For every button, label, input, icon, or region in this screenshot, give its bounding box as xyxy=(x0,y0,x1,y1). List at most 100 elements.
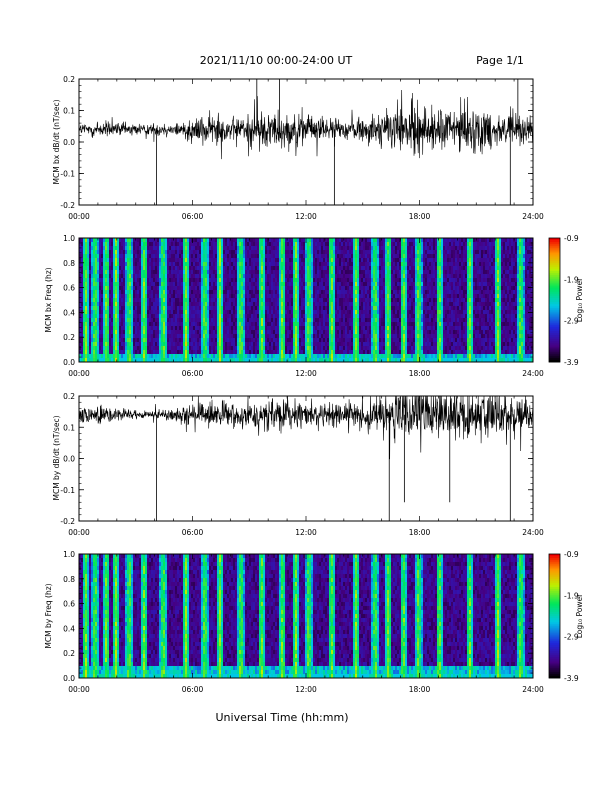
heat-cell xyxy=(111,246,114,251)
heat-cell xyxy=(213,314,216,319)
heat-cell xyxy=(303,250,306,255)
heat-cell xyxy=(295,238,298,243)
heat-cell xyxy=(237,330,240,335)
heat-cell xyxy=(241,350,244,355)
heat-cell xyxy=(369,302,372,307)
heat-cell xyxy=(313,334,316,339)
heat-cell xyxy=(327,318,330,323)
heat-cell xyxy=(337,298,340,303)
heat-cell xyxy=(153,302,156,307)
heat-cell xyxy=(145,302,148,307)
heat-cell xyxy=(315,258,318,263)
heat-cell xyxy=(347,286,350,291)
heat-cell xyxy=(387,250,390,255)
heat-cell xyxy=(103,322,106,327)
heat-cell xyxy=(353,242,356,247)
heat-cell xyxy=(391,274,394,279)
heat-cell xyxy=(211,258,214,263)
heat-cell xyxy=(163,250,166,255)
heat-cell xyxy=(249,258,252,263)
heat-cell xyxy=(121,246,124,251)
heat-cell xyxy=(329,242,332,247)
heat-cell xyxy=(187,334,190,339)
heat-cell xyxy=(243,238,246,243)
heat-cell xyxy=(81,250,84,255)
heat-cell xyxy=(219,294,222,299)
heat-cell xyxy=(295,298,298,303)
heat-cell xyxy=(101,262,104,267)
heat-cell xyxy=(83,318,86,323)
heat-cell xyxy=(315,294,318,299)
heat-cell xyxy=(125,354,128,359)
heat-cell xyxy=(243,354,246,359)
heat-cell xyxy=(297,342,300,347)
heat-cell xyxy=(253,342,256,347)
heat-cell xyxy=(87,306,90,311)
heat-cell xyxy=(93,282,96,287)
heat-cell xyxy=(121,250,124,255)
heat-cell xyxy=(293,246,296,251)
heat-cell xyxy=(275,258,278,263)
heat-cell xyxy=(131,350,134,355)
heat-cell xyxy=(311,314,314,319)
heat-cell xyxy=(195,346,198,351)
heat-cell xyxy=(95,274,98,279)
heat-cell xyxy=(175,346,178,351)
heat-cell xyxy=(81,290,84,295)
heat-cell xyxy=(361,318,364,323)
heat-cell xyxy=(167,350,170,355)
heat-cell xyxy=(347,274,350,279)
heat-cell xyxy=(157,262,160,267)
heat-cell xyxy=(301,238,304,243)
heat-cell xyxy=(391,330,394,335)
heat-cell xyxy=(151,322,154,327)
heat-cell xyxy=(183,250,186,255)
heat-cell xyxy=(133,286,136,291)
heat-cell xyxy=(105,326,108,331)
heat-cell xyxy=(151,350,154,355)
heat-cell xyxy=(371,262,374,267)
heat-cell xyxy=(339,310,342,315)
heat-cell xyxy=(321,290,324,295)
heat-cell xyxy=(377,306,380,311)
heat-cell xyxy=(259,330,262,335)
heat-cell xyxy=(253,286,256,291)
heat-cell xyxy=(113,302,116,307)
heat-cell xyxy=(157,334,160,339)
heat-cell xyxy=(231,286,234,291)
heat-cell xyxy=(105,298,108,303)
heat-cell xyxy=(341,298,344,303)
heat-cell xyxy=(385,342,388,347)
heat-cell xyxy=(175,238,178,243)
heat-cell xyxy=(97,250,100,255)
heat-cell xyxy=(369,242,372,247)
heat-cell xyxy=(131,358,134,363)
heat-cell xyxy=(369,326,372,331)
heat-cell xyxy=(349,242,352,247)
heat-cell xyxy=(221,242,224,247)
heat-cell xyxy=(159,254,162,259)
heat-cell xyxy=(349,238,352,243)
heat-cell xyxy=(247,274,250,279)
heat-cell xyxy=(229,322,232,327)
heat-cell xyxy=(189,262,192,267)
heat-cell xyxy=(135,294,138,299)
heat-cell xyxy=(363,350,366,355)
heat-cell xyxy=(163,346,166,351)
heat-cell xyxy=(101,286,104,291)
heat-cell xyxy=(241,262,244,267)
heat-cell xyxy=(103,250,106,255)
heat-cell xyxy=(129,238,132,243)
heat-cell xyxy=(309,342,312,347)
heat-cell xyxy=(239,318,242,323)
heat-cell xyxy=(287,298,290,303)
heat-cell xyxy=(273,274,276,279)
heat-cell xyxy=(293,290,296,295)
heat-cell xyxy=(273,282,276,287)
heat-cell xyxy=(107,274,110,279)
heat-cell xyxy=(109,354,112,359)
heat-cell xyxy=(193,274,196,279)
heat-cell xyxy=(145,342,148,347)
heat-cell xyxy=(301,242,304,247)
